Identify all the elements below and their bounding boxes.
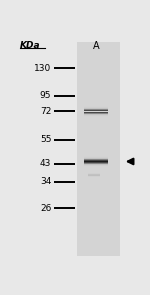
- Bar: [84, 114, 108, 115]
- Text: 130: 130: [34, 64, 51, 73]
- Bar: [84, 164, 108, 165]
- Bar: [84, 107, 108, 108]
- Text: 72: 72: [40, 107, 51, 116]
- Bar: [84, 115, 108, 116]
- Bar: [84, 113, 108, 114]
- Bar: [84, 154, 108, 155]
- Bar: [84, 153, 108, 154]
- Text: 55: 55: [40, 135, 51, 144]
- Text: A: A: [93, 41, 100, 51]
- Bar: [84, 111, 108, 112]
- Bar: [77, 42, 120, 256]
- Bar: [84, 104, 108, 105]
- Bar: [84, 155, 108, 156]
- Bar: [84, 103, 108, 104]
- Text: KDa: KDa: [20, 41, 40, 50]
- Bar: [84, 161, 108, 162]
- Bar: [84, 157, 108, 158]
- Bar: [84, 112, 108, 113]
- Bar: [84, 159, 108, 160]
- Bar: [84, 105, 108, 106]
- Bar: [84, 163, 108, 164]
- Bar: [84, 158, 108, 159]
- Bar: [84, 116, 108, 117]
- Bar: [84, 108, 108, 109]
- Bar: [84, 110, 108, 111]
- Bar: [84, 117, 108, 118]
- Bar: [84, 167, 108, 168]
- Bar: [84, 106, 108, 107]
- Text: 43: 43: [40, 159, 51, 168]
- Bar: [84, 118, 108, 119]
- Bar: [84, 169, 108, 170]
- Text: 95: 95: [40, 91, 51, 100]
- Text: 26: 26: [40, 204, 51, 212]
- Bar: [84, 156, 108, 157]
- Bar: [84, 162, 108, 163]
- Bar: [84, 109, 108, 110]
- Bar: [84, 166, 108, 167]
- Bar: [84, 119, 108, 120]
- Bar: [84, 165, 108, 166]
- Text: 34: 34: [40, 177, 51, 186]
